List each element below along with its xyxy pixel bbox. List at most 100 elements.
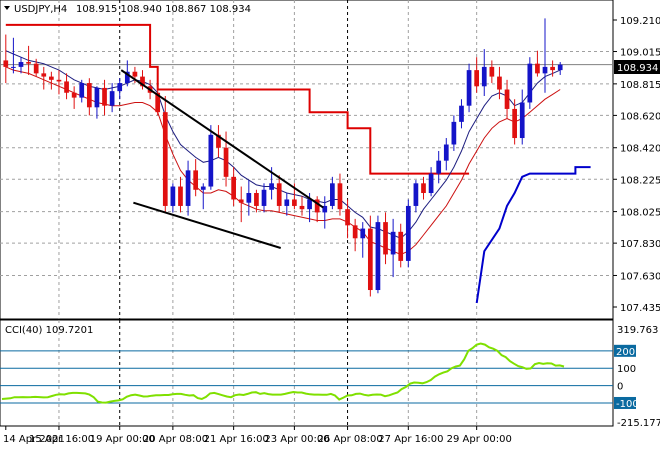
time-tick-label: 29 Apr 00:00 <box>447 434 512 445</box>
price-tick-label: 107.435 <box>620 303 660 314</box>
candle-body <box>246 193 252 203</box>
candle-body <box>542 66 548 74</box>
candle-body <box>466 70 472 106</box>
candle-body <box>94 87 100 108</box>
candle-body <box>550 66 555 71</box>
axes: 109.210 109.015 108.815 108.620 108.420 108.2… <box>3 16 660 445</box>
candle-body <box>527 63 533 103</box>
candle-body <box>79 83 85 98</box>
candle-body <box>519 102 525 139</box>
dropdown-triangle-icon[interactable] <box>4 6 10 10</box>
candle-body <box>261 189 267 206</box>
candle-body <box>269 183 274 190</box>
price-tick-label: 108.815 <box>620 80 660 91</box>
candle-body <box>155 92 161 113</box>
cci-axis-bottom: -215.1778 <box>617 418 660 429</box>
candle-body <box>428 173 434 194</box>
time-tick-label: 20 Apr 08:00 <box>143 434 208 445</box>
candle-body <box>64 81 69 93</box>
cci-level-label: -100 <box>616 399 639 410</box>
candle-body <box>451 121 457 145</box>
candle-body <box>330 183 335 206</box>
candle-body <box>223 147 229 177</box>
time-tick-label: 15 Apr 16:00 <box>29 434 94 445</box>
candle-body <box>307 199 312 210</box>
symbol-label: USDJPY,H4 <box>14 4 67 15</box>
stop-line-red <box>5 23 470 175</box>
cci-indicator: 200 100 0 -100 <box>0 342 639 410</box>
candle-body <box>367 228 373 291</box>
current-price-box <box>614 60 660 74</box>
period-separators <box>119 0 349 426</box>
candle-body <box>413 183 419 206</box>
candle-body <box>140 76 145 87</box>
price-tick-label: 108.025 <box>620 208 660 219</box>
trendline-lower <box>133 201 282 249</box>
candle-body <box>193 170 199 190</box>
stop-line-blue <box>475 166 591 304</box>
time-tick-label: 26 Apr 08:00 <box>318 434 383 445</box>
candle-body <box>18 62 24 67</box>
candle-body <box>11 66 16 68</box>
candle-body <box>284 199 290 206</box>
candle-body <box>504 89 510 109</box>
candle-body <box>398 231 404 261</box>
price-tick-label: 107.830 <box>620 239 660 250</box>
candle-body <box>185 170 191 206</box>
candle-body <box>535 63 540 74</box>
candle-body <box>512 108 517 139</box>
candle-body <box>26 62 31 64</box>
cci-title: CCI(40) 109.7201 <box>5 325 93 336</box>
price-tick-label: 108.225 <box>620 175 660 186</box>
candle-body <box>292 199 297 206</box>
candle-body <box>254 193 259 206</box>
candle-body <box>86 83 92 108</box>
candle-body <box>314 199 320 213</box>
candle-body <box>337 183 343 210</box>
price-tick-label: 109.210 <box>620 16 660 27</box>
time-tick-label: 27 Apr 16:00 <box>378 434 443 445</box>
candle-body <box>557 64 563 71</box>
candle-body <box>405 205 411 261</box>
candle-body <box>208 134 214 187</box>
candle-body <box>345 209 350 226</box>
candle-body <box>383 222 388 255</box>
candle-body <box>497 76 502 90</box>
candle-body <box>474 70 480 87</box>
cci-level-label: 100 <box>617 364 636 375</box>
candle-body <box>178 186 183 206</box>
time-tick-label: 19 Apr 00:00 <box>90 434 155 445</box>
ohlc-values: 108.915 108.940 108.867 108.934 <box>76 4 251 15</box>
candle-body <box>459 105 464 122</box>
candle-body <box>489 66 495 77</box>
candle-body <box>436 160 442 174</box>
time-tick-label: 14 Apr 2021 <box>3 434 65 445</box>
main-panel-frame <box>0 0 614 320</box>
cci-level-box <box>614 344 636 357</box>
candle-body <box>231 176 236 200</box>
candle-body <box>238 199 244 203</box>
candle-body <box>443 144 449 161</box>
candle-body <box>132 71 138 77</box>
candle-body <box>41 73 47 77</box>
candle-body <box>360 228 366 239</box>
candle-body <box>299 205 305 210</box>
candle-body <box>3 60 9 67</box>
candle-body <box>200 186 206 190</box>
time-tick-label: 21 Apr 16:00 <box>204 434 269 445</box>
cci-level-box <box>614 396 636 409</box>
candle-body <box>322 205 328 213</box>
cci-level-label: 200 <box>616 347 635 358</box>
price-tick-label: 109.015 <box>620 48 660 59</box>
candle-body <box>56 79 62 82</box>
candle-body <box>124 71 130 84</box>
candle-body <box>170 186 176 206</box>
trendline-upper <box>120 69 324 209</box>
price-tick-label: 108.620 <box>620 111 660 122</box>
candle-body <box>71 92 77 98</box>
candle-body <box>117 83 123 92</box>
cci-level-label: 0 <box>617 382 623 393</box>
candle-body <box>421 183 426 194</box>
